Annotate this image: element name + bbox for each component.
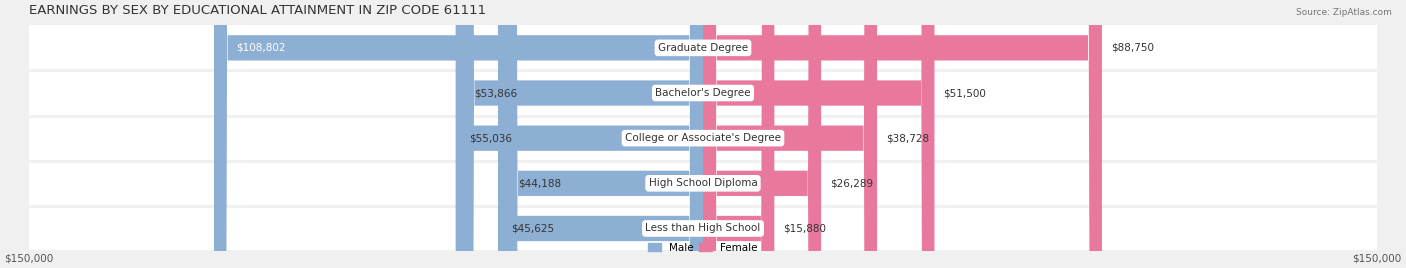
FancyBboxPatch shape <box>703 0 935 268</box>
FancyBboxPatch shape <box>28 70 1378 116</box>
Legend: Male, Female: Male, Female <box>644 239 762 257</box>
FancyBboxPatch shape <box>461 0 703 268</box>
FancyBboxPatch shape <box>28 160 1378 206</box>
Text: College or Associate's Degree: College or Associate's Degree <box>626 133 780 143</box>
FancyBboxPatch shape <box>703 0 821 268</box>
Text: $55,036: $55,036 <box>470 133 512 143</box>
Text: $45,625: $45,625 <box>512 224 554 233</box>
Text: $88,750: $88,750 <box>1111 43 1154 53</box>
Text: $51,500: $51,500 <box>943 88 987 98</box>
Text: Bachelor's Degree: Bachelor's Degree <box>655 88 751 98</box>
Text: $15,880: $15,880 <box>783 224 827 233</box>
FancyBboxPatch shape <box>456 0 703 268</box>
FancyBboxPatch shape <box>28 115 1378 161</box>
Text: Graduate Degree: Graduate Degree <box>658 43 748 53</box>
Text: $26,289: $26,289 <box>830 178 873 188</box>
Text: High School Diploma: High School Diploma <box>648 178 758 188</box>
FancyBboxPatch shape <box>703 0 775 268</box>
Text: EARNINGS BY SEX BY EDUCATIONAL ATTAINMENT IN ZIP CODE 61111: EARNINGS BY SEX BY EDUCATIONAL ATTAINMEN… <box>28 4 486 17</box>
FancyBboxPatch shape <box>498 0 703 268</box>
FancyBboxPatch shape <box>703 0 877 268</box>
FancyBboxPatch shape <box>28 206 1378 251</box>
Text: Less than High School: Less than High School <box>645 224 761 233</box>
FancyBboxPatch shape <box>505 0 703 268</box>
FancyBboxPatch shape <box>28 25 1378 71</box>
FancyBboxPatch shape <box>703 0 1102 268</box>
Text: $108,802: $108,802 <box>236 43 285 53</box>
Text: $38,728: $38,728 <box>886 133 929 143</box>
Text: $53,866: $53,866 <box>474 88 517 98</box>
Text: $44,188: $44,188 <box>517 178 561 188</box>
FancyBboxPatch shape <box>214 0 703 268</box>
Text: Source: ZipAtlas.com: Source: ZipAtlas.com <box>1296 8 1392 17</box>
